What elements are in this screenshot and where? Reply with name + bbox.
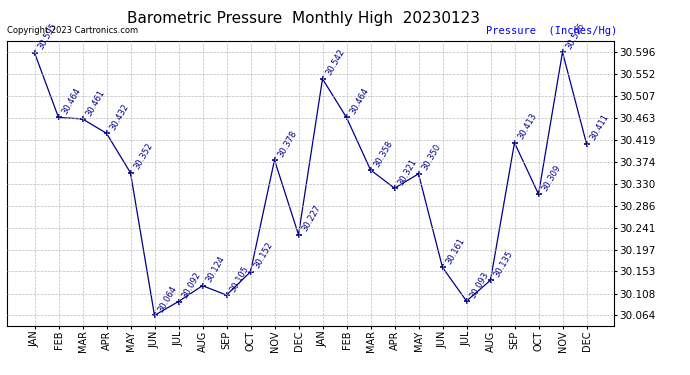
- Text: 30.352: 30.352: [132, 142, 155, 171]
- Text: Pressure  (Inches/Hg): Pressure (Inches/Hg): [486, 26, 618, 36]
- Text: 30.464: 30.464: [60, 86, 82, 116]
- Text: 30.413: 30.413: [516, 112, 538, 141]
- Text: 30.093: 30.093: [468, 270, 491, 300]
- Text: 30.227: 30.227: [300, 204, 322, 233]
- Text: 30.152: 30.152: [252, 241, 274, 270]
- Text: 30.064: 30.064: [156, 284, 178, 314]
- Text: 30.596: 30.596: [564, 21, 586, 51]
- Text: 30.464: 30.464: [348, 86, 371, 116]
- Text: 30.321: 30.321: [396, 157, 418, 187]
- Text: 30.358: 30.358: [372, 139, 394, 168]
- Text: 30.105: 30.105: [228, 264, 250, 294]
- Text: 30.135: 30.135: [492, 249, 514, 279]
- Text: Barometric Pressure  Monthly High  20230123: Barometric Pressure Monthly High 2023012…: [127, 11, 480, 26]
- Text: Copyright 2023 Cartronics.com: Copyright 2023 Cartronics.com: [7, 26, 138, 35]
- Text: 30.124: 30.124: [204, 255, 226, 284]
- Text: 30.432: 30.432: [108, 102, 130, 132]
- Text: 30.309: 30.309: [540, 163, 562, 193]
- Text: 30.092: 30.092: [180, 270, 202, 300]
- Text: 30.378: 30.378: [276, 129, 298, 159]
- Text: 30.411: 30.411: [588, 112, 610, 142]
- Text: 30.595: 30.595: [36, 22, 58, 51]
- Text: 30.350: 30.350: [420, 143, 442, 172]
- Text: 30.542: 30.542: [324, 48, 346, 78]
- Text: 30.161: 30.161: [444, 236, 466, 266]
- Text: 30.461: 30.461: [84, 88, 106, 117]
